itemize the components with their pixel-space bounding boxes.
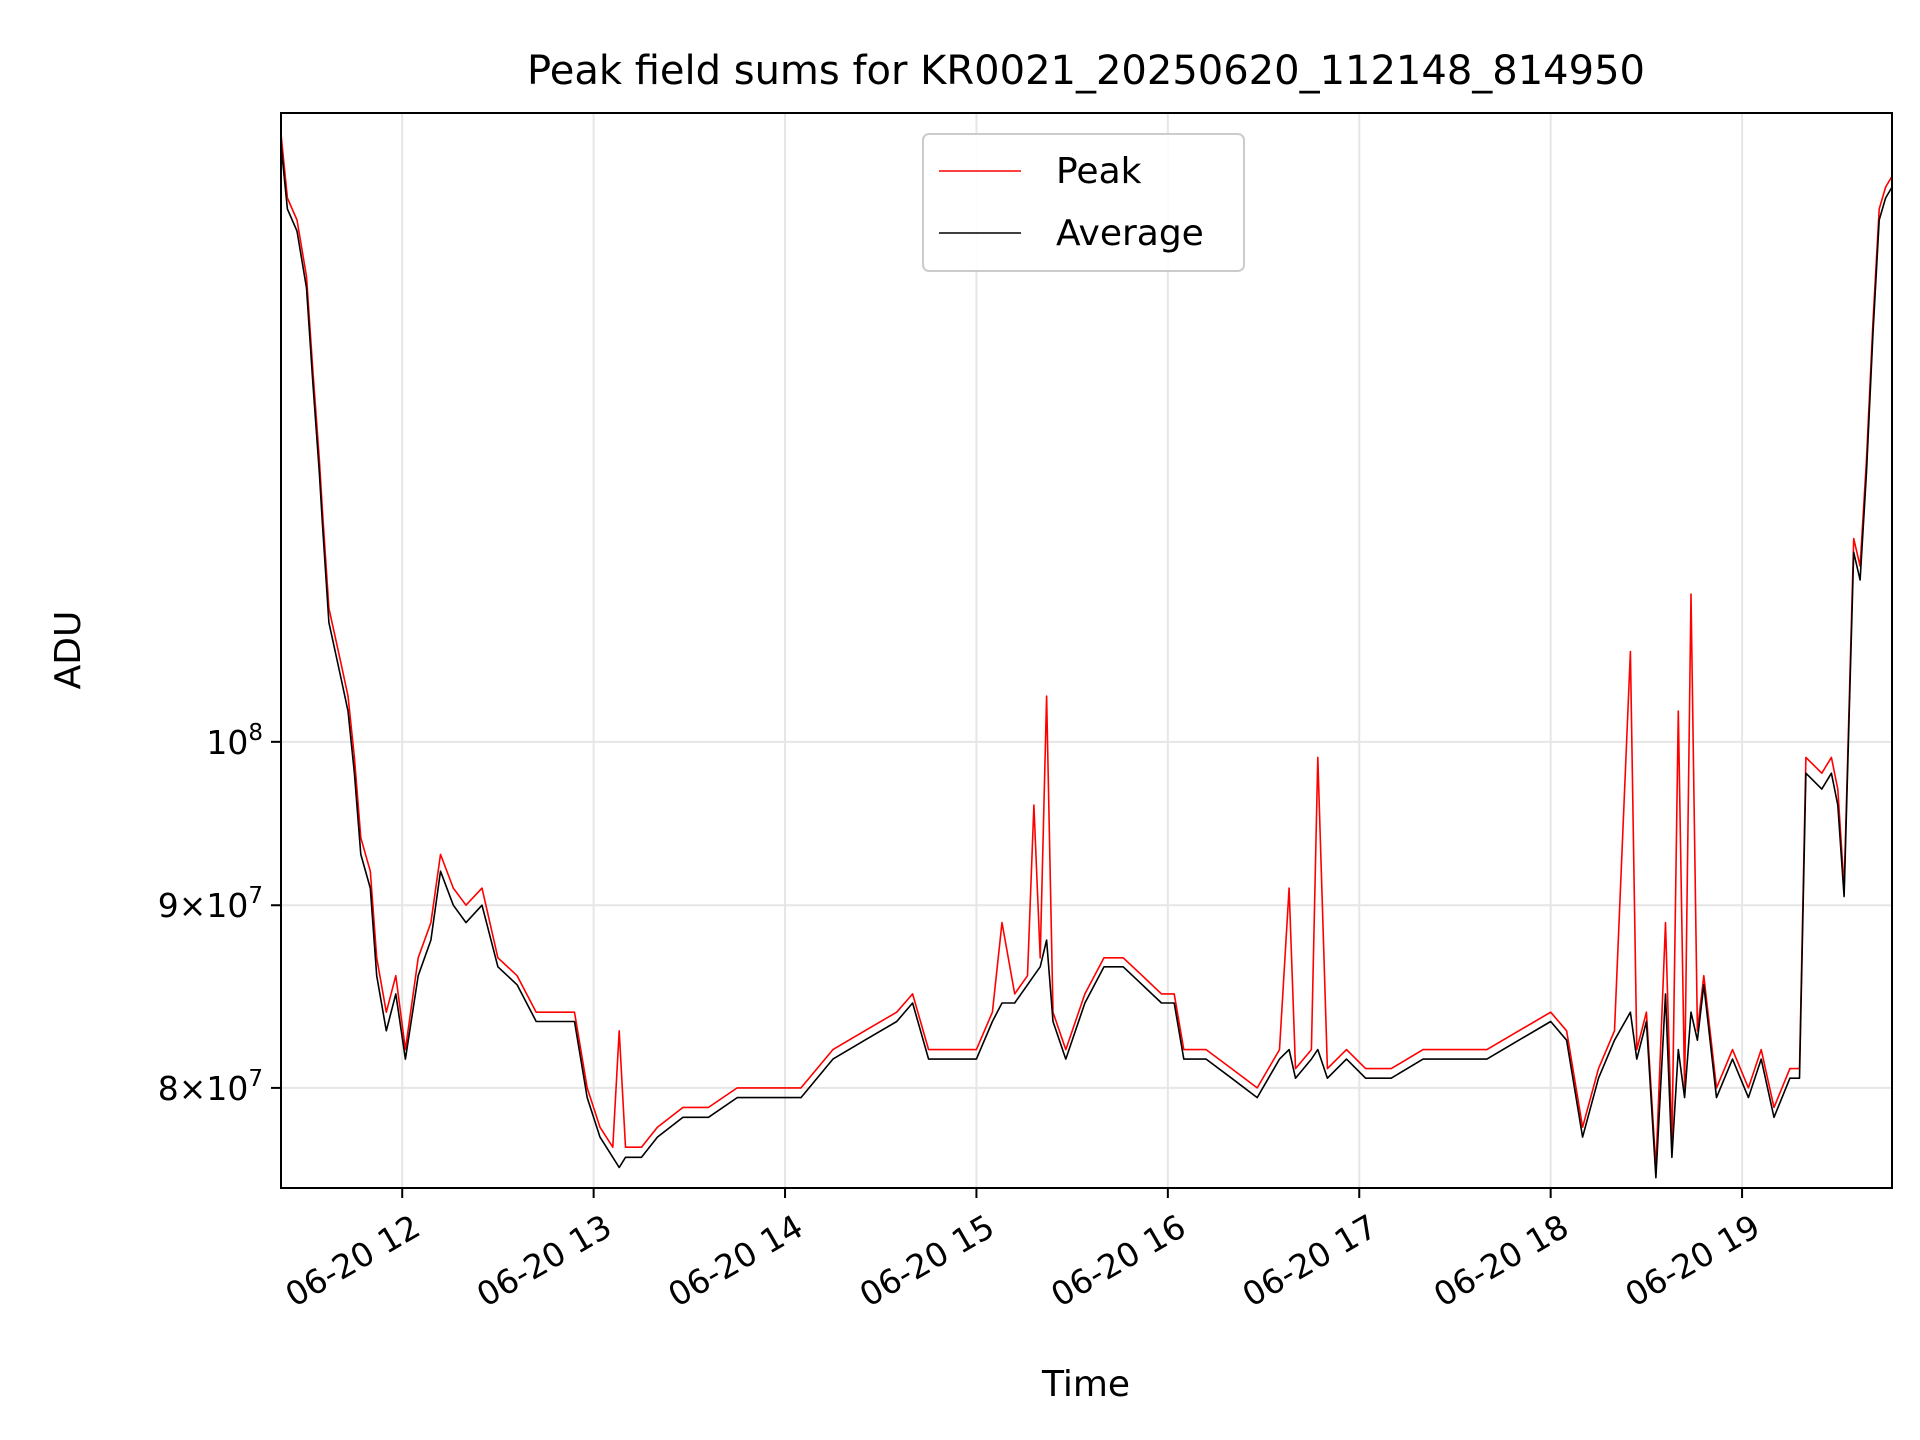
legend-label-peak: Peak [1056, 151, 1142, 192]
y-axis-ticks: 108 9×107 8×107 [158, 720, 281, 1108]
grid [281, 113, 1892, 1188]
legend-frame [922, 133, 1245, 272]
y-tick-label: 8×107 [158, 1066, 263, 1108]
legend: Peak Average [922, 133, 1245, 272]
series-line-peak [280, 133, 1893, 1169]
series-line-average [280, 144, 1893, 1179]
legend-label-average: Average [1056, 213, 1204, 254]
y-tick-label: 108 [206, 720, 263, 762]
series-group [280, 133, 1893, 1179]
plot-frame [280, 112, 1893, 1189]
y-axis-label: ADU [48, 611, 89, 690]
y-tick-label: 9×107 [158, 883, 263, 925]
x-axis-label: Time [1041, 1364, 1130, 1405]
chart-title: Peak field sums for KR0021_20250620_1121… [527, 48, 1645, 94]
